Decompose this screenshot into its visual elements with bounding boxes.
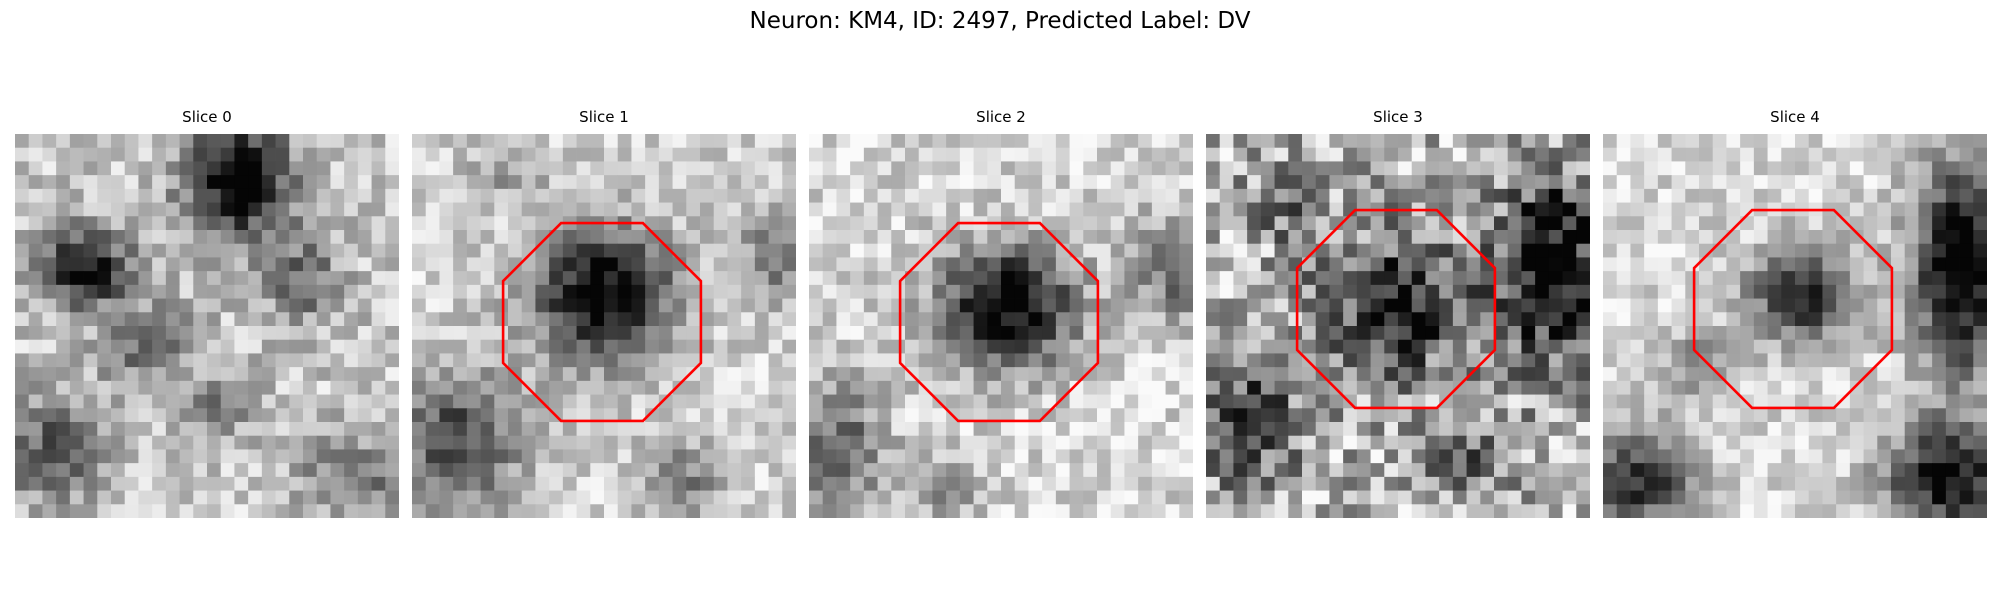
pixel-grid [809, 134, 1193, 518]
slice-panel-2: Slice 2 [809, 108, 1193, 520]
roi-octagon [1295, 208, 1497, 410]
roi-octagon [501, 221, 703, 423]
pixel-grid [15, 134, 399, 518]
slice-image [809, 134, 1193, 518]
slice-panel-1: Slice 1 [412, 108, 796, 520]
pixel-grid [1206, 134, 1590, 518]
slice-panel-0: Slice 0 [15, 108, 399, 520]
slice-image [1206, 134, 1590, 518]
slice-image [1603, 134, 1987, 518]
pixel-grid [412, 134, 796, 518]
slice-panel-3: Slice 3 [1206, 108, 1590, 520]
roi-octagon [1692, 208, 1894, 410]
figure-title: Neuron: KM4, ID: 2497, Predicted Label: … [749, 8, 1251, 34]
slice-title: Slice 2 [976, 108, 1026, 126]
slice-title: Slice 1 [579, 108, 629, 126]
slice-title: Slice 0 [182, 108, 232, 126]
slice-panel-4: Slice 4 [1603, 108, 1987, 520]
slice-title: Slice 3 [1373, 108, 1423, 126]
slice-image [412, 134, 796, 518]
slice-title: Slice 4 [1770, 108, 1820, 126]
roi-octagon [898, 221, 1100, 423]
pixel-grid [1603, 134, 1987, 518]
slice-image [15, 134, 399, 518]
